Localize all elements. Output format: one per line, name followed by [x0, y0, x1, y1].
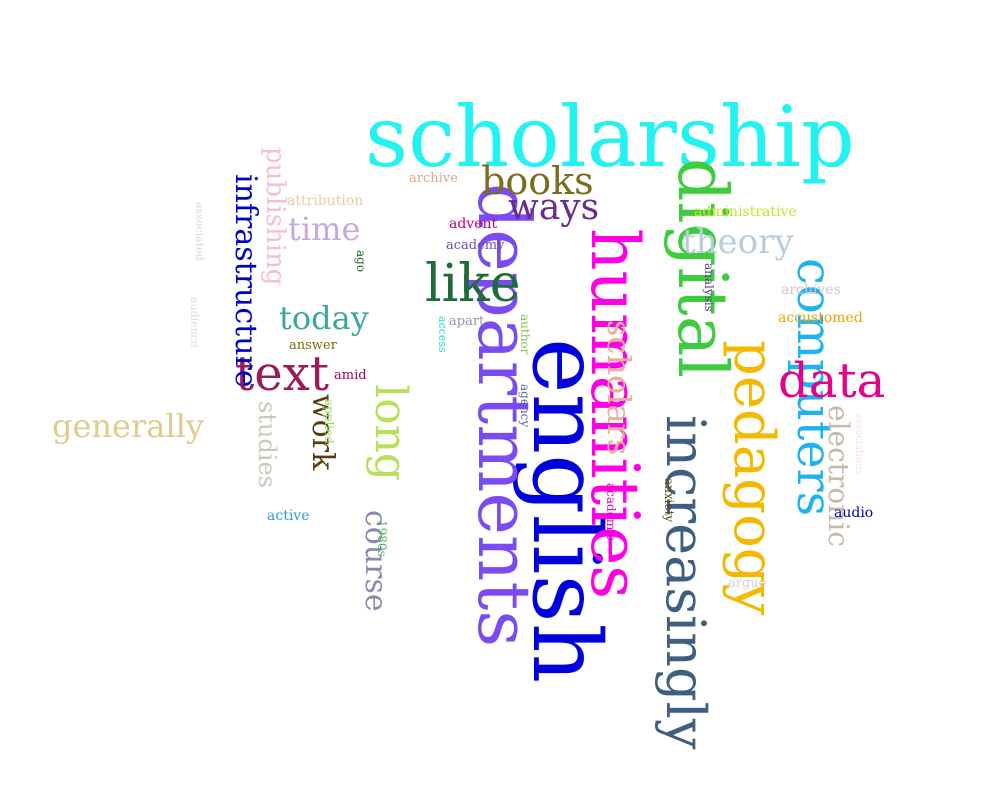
- word-audio: audio: [834, 505, 874, 521]
- word-argue: argue: [728, 576, 767, 591]
- word-author: author: [518, 314, 532, 355]
- word-today: today: [279, 299, 369, 337]
- word-electronic: electronic: [822, 405, 855, 547]
- word-ago: ago: [354, 250, 368, 273]
- word-generally: generally: [52, 407, 204, 445]
- word-infrastructure: infrastructure: [228, 174, 263, 388]
- word-access: access: [436, 316, 449, 353]
- word-scholars: scholars: [600, 320, 638, 456]
- word-anxiety: anxiety: [662, 478, 676, 523]
- word-archives: archives: [781, 282, 841, 298]
- word-academy: academy: [446, 238, 505, 253]
- word-answer: answer: [289, 338, 337, 353]
- word-scholarship: scholarship: [365, 88, 855, 186]
- word-studies: studies: [253, 401, 281, 488]
- word-advent: advent: [449, 216, 498, 232]
- word-archive: archive: [409, 171, 458, 186]
- word-applied: applied: [322, 399, 336, 444]
- word-books: books: [481, 159, 594, 203]
- word-increasingly: increasingly: [654, 415, 717, 750]
- word-amid: amid: [334, 368, 367, 383]
- word-theory: theory: [682, 222, 794, 262]
- word-agency: agency: [518, 384, 532, 428]
- word-pedagogy: pedagogy: [721, 340, 786, 616]
- word-text: text: [235, 346, 330, 402]
- word-associated: associated: [193, 202, 206, 261]
- word-long: long: [365, 384, 416, 482]
- word-accustomed: accustomed: [778, 310, 863, 326]
- word-audience: audience: [188, 297, 201, 348]
- word-publishing: publishing: [260, 147, 290, 286]
- word-active: active: [267, 508, 310, 524]
- word-like: like: [425, 254, 521, 314]
- word-apart: apart: [449, 314, 485, 329]
- word-ways: ways: [508, 187, 600, 228]
- word-1980s: 1980s: [375, 520, 389, 557]
- word-time: time: [288, 210, 361, 248]
- word-administrative: administrative: [694, 204, 797, 220]
- word-attribution: attribution: [287, 193, 364, 209]
- word-academic: academic: [604, 483, 618, 541]
- word-analysis: analysis: [702, 263, 716, 312]
- word-associations: associations: [853, 413, 864, 475]
- word-data: data: [778, 353, 886, 409]
